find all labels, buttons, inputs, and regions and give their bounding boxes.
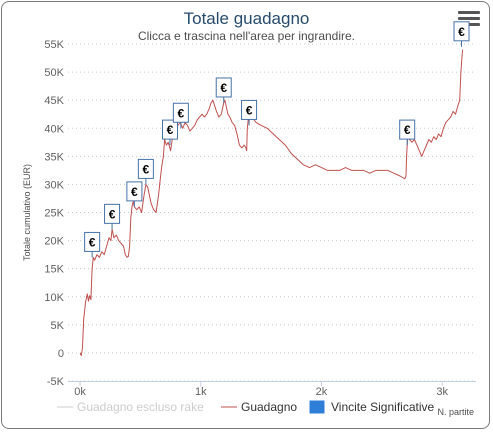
flag-marker[interactable] <box>399 119 416 140</box>
y-tick-label: 30K <box>44 179 64 191</box>
y-tick-label: 20K <box>44 236 64 248</box>
flag-marker-label: € <box>220 81 227 95</box>
y-tick-label: 10K <box>44 292 64 304</box>
legend-item-guadagno[interactable]: Guadagno <box>241 400 297 414</box>
legend-symbol-vincite-significative[interactable] <box>309 400 325 414</box>
legend-item-vincite-significative[interactable]: Vincite Significative <box>331 400 434 414</box>
x-axis-title: N. partite <box>437 407 474 417</box>
y-tick-label: -5K <box>47 376 65 388</box>
flag-marker-label: € <box>89 235 96 249</box>
y-tick-label: 15K <box>44 264 64 276</box>
flag-marker[interactable] <box>453 21 470 42</box>
flag-marker-label: € <box>178 106 185 120</box>
flag-marker-label: € <box>246 103 253 117</box>
legend-item-guadagno-escluso-rake[interactable]: Guadagno escluso rake <box>77 400 204 414</box>
chart-title: Totale guadagno <box>183 9 310 28</box>
flag-marker[interactable] <box>162 119 178 140</box>
flag-marker-label: € <box>131 185 138 199</box>
y-tick-label: 0 <box>58 348 64 360</box>
x-tick-label: 3k <box>436 386 448 398</box>
y-tick-label: 55K <box>44 39 64 51</box>
y-axis-title: Totale cumulativo (EUR) <box>22 164 32 261</box>
x-tick-label: 1k <box>195 386 207 398</box>
y-tick-label: 40K <box>44 123 64 135</box>
y-tick-label: 5K <box>51 320 65 332</box>
flag-marker-label: € <box>143 162 150 176</box>
flag-marker[interactable] <box>84 231 101 252</box>
flag-marker[interactable] <box>241 99 258 120</box>
series-line-guadagno[interactable] <box>79 49 464 357</box>
flag-marker[interactable] <box>126 181 143 202</box>
flag-marker-label: € <box>404 123 411 137</box>
flag-marker[interactable] <box>104 203 121 224</box>
y-tick-label: 50K <box>44 67 64 79</box>
chart-subtitle: Clicca e trascina nell'area per ingrandi… <box>137 29 356 43</box>
flag-marker-label: € <box>167 123 174 137</box>
x-tick-label: 2k <box>316 386 328 398</box>
y-tick-label: 35K <box>44 151 64 163</box>
flag-marker[interactable] <box>137 158 154 179</box>
flag-marker[interactable] <box>172 102 189 123</box>
y-tick-label: 45K <box>44 95 64 107</box>
flag-marker-label: € <box>109 207 116 221</box>
flag-marker-label: € <box>458 25 465 39</box>
x-tick-label: 0k <box>74 386 86 398</box>
flag-marker[interactable] <box>215 77 232 98</box>
y-tick-label: 25K <box>44 208 64 220</box>
